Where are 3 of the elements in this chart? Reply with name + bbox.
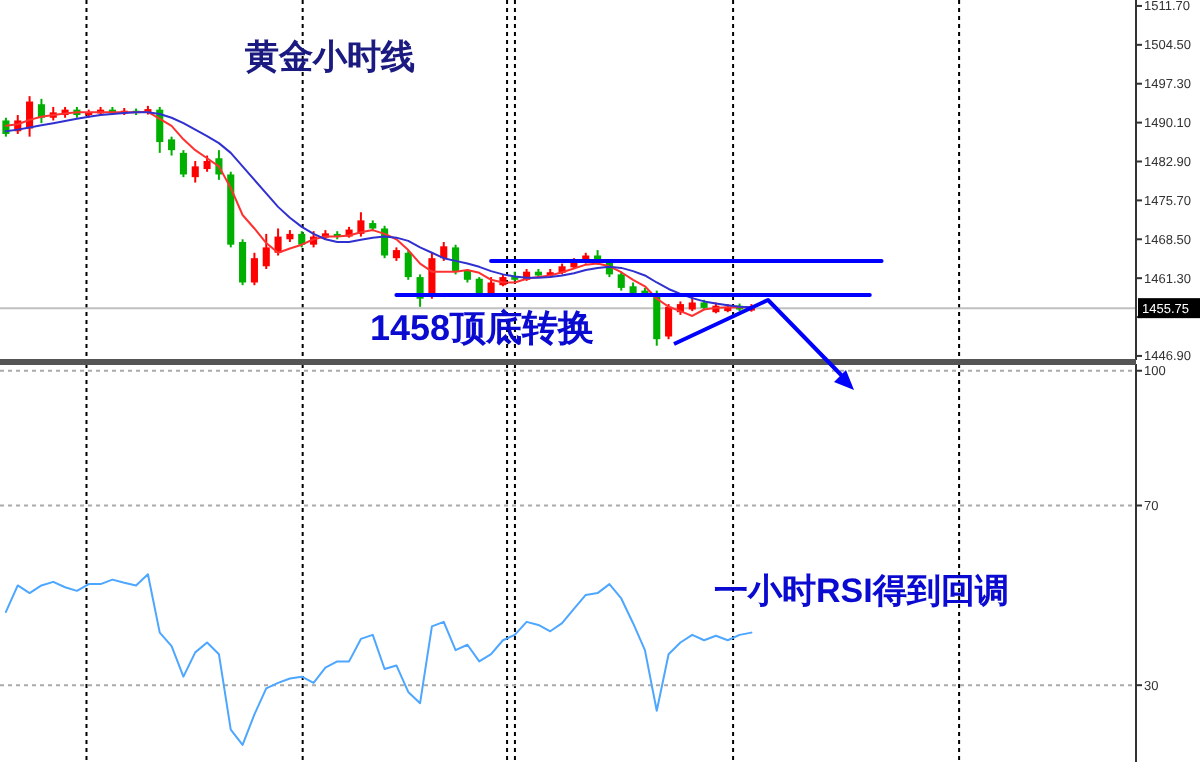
annotation: 一小时RSI得到回调 bbox=[714, 572, 1009, 610]
text: 黄金小时线 bbox=[243, 38, 415, 76]
annotation: 1458顶底转换 bbox=[370, 308, 595, 348]
